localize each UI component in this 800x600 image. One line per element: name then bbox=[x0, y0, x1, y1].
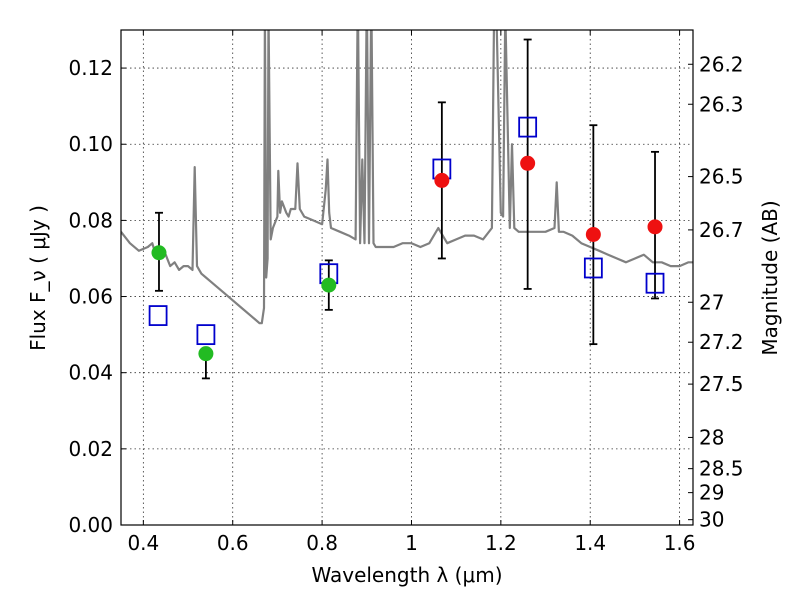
right-tick-label: 26.7 bbox=[699, 218, 744, 242]
right-tick-label: 26.3 bbox=[699, 92, 744, 116]
model-photometry-square bbox=[518, 116, 538, 138]
right-tick-label: 28.5 bbox=[699, 457, 744, 481]
right-tick-label: 27.2 bbox=[699, 330, 744, 354]
x-tick-label: 0.6 bbox=[217, 531, 249, 555]
right-tick-label: 29 bbox=[699, 481, 724, 505]
right-axis-label: Magnitude (AB) bbox=[758, 200, 782, 355]
y-tick-label: 0.10 bbox=[68, 132, 113, 156]
grid-layer bbox=[121, 30, 693, 526]
x-tick-label: 0.4 bbox=[127, 531, 159, 555]
x-tick-label: 1.4 bbox=[574, 531, 606, 555]
spectrum-line bbox=[121, 30, 693, 325]
y-tick-label: 0.12 bbox=[68, 56, 113, 80]
y-tick-label: 0.08 bbox=[68, 208, 113, 232]
right-tick-label: 27 bbox=[699, 290, 724, 314]
observed-flux-point bbox=[321, 277, 337, 293]
plot-layer bbox=[121, 30, 693, 380]
right-tick-label: 26.2 bbox=[699, 52, 744, 76]
x-axis-ticks: 0.4 0.6 0.8 1 1.2 1.4 1.6 bbox=[127, 30, 696, 555]
x-tick-label: 1 bbox=[405, 531, 418, 555]
model-photometry-square bbox=[583, 257, 603, 279]
right-tick-label: 30 bbox=[699, 508, 724, 532]
observed-flux-point bbox=[585, 226, 601, 242]
y-tick-label: 0.06 bbox=[68, 285, 113, 309]
right-tick-label: 27.5 bbox=[699, 372, 744, 396]
x-axis-label: Wavelength λ (μm) bbox=[311, 563, 502, 587]
y-axis-ticks: 0.00 0.02 0.04 0.06 0.08 0.10 0.12 bbox=[68, 56, 126, 537]
observed-flux-point bbox=[151, 245, 167, 261]
plot-frame bbox=[120, 29, 694, 526]
model-photometry-square bbox=[645, 272, 665, 294]
observed-flux-point bbox=[434, 172, 450, 188]
observed-flux-point bbox=[520, 155, 536, 171]
y-tick-label: 0.02 bbox=[68, 437, 113, 461]
x-tick-label: 1.2 bbox=[485, 531, 517, 555]
x-tick-label: 0.8 bbox=[306, 531, 338, 555]
model-photometry-square bbox=[196, 324, 216, 346]
right-tick-label: 28 bbox=[699, 425, 724, 449]
observed-flux-point bbox=[198, 346, 214, 362]
model-photometry-square bbox=[148, 305, 168, 326]
y-tick-label: 0.04 bbox=[68, 361, 113, 385]
y-axis-label: Flux F_ν ( μJy ) bbox=[26, 205, 50, 351]
x-tick-label: 1.6 bbox=[664, 531, 696, 555]
y-tick-label: 0.00 bbox=[68, 513, 113, 537]
observed-flux-point bbox=[647, 219, 663, 235]
right-tick-label: 26.5 bbox=[699, 165, 744, 189]
